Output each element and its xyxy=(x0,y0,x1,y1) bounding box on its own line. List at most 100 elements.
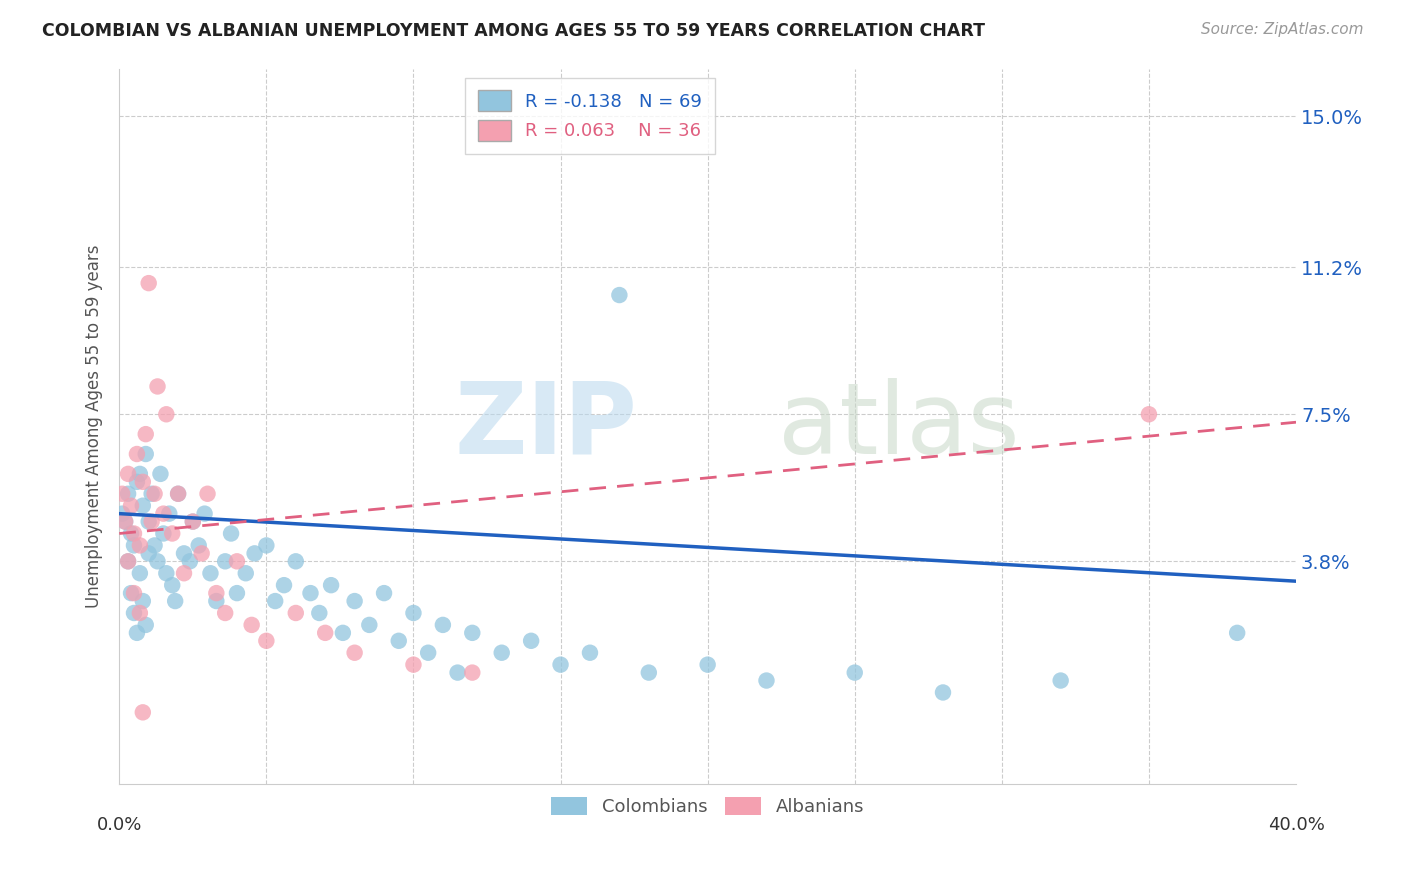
Point xyxy=(141,487,163,501)
Point xyxy=(609,288,631,302)
Point xyxy=(205,594,228,608)
Point xyxy=(152,507,174,521)
Point xyxy=(125,475,148,489)
Point xyxy=(132,475,155,489)
Point xyxy=(332,625,354,640)
Point xyxy=(155,566,177,581)
Point xyxy=(132,499,155,513)
Point xyxy=(135,427,157,442)
Point xyxy=(165,594,187,608)
Point xyxy=(254,538,277,552)
Point xyxy=(181,515,204,529)
Point xyxy=(187,538,209,552)
Point xyxy=(173,566,195,581)
Point xyxy=(226,586,249,600)
Point xyxy=(132,594,155,608)
Point xyxy=(128,538,150,552)
Point xyxy=(125,447,148,461)
Point xyxy=(167,487,190,501)
Text: COLOMBIAN VS ALBANIAN UNEMPLOYMENT AMONG AGES 55 TO 59 YEARS CORRELATION CHART: COLOMBIAN VS ALBANIAN UNEMPLOYMENT AMONG… xyxy=(42,22,986,40)
Point xyxy=(219,526,242,541)
Point xyxy=(550,657,572,672)
Point xyxy=(190,546,212,560)
Point xyxy=(402,657,425,672)
Point xyxy=(138,515,160,529)
Point xyxy=(491,646,513,660)
Point xyxy=(138,276,160,290)
Point xyxy=(122,538,145,552)
Point xyxy=(173,546,195,560)
Point xyxy=(1049,673,1071,688)
Point xyxy=(138,546,160,560)
Point xyxy=(308,606,330,620)
Point xyxy=(214,606,236,620)
Text: 40.0%: 40.0% xyxy=(1268,815,1324,834)
Point xyxy=(402,606,425,620)
Point xyxy=(122,606,145,620)
Point xyxy=(461,625,484,640)
Point xyxy=(181,515,204,529)
Point xyxy=(146,379,169,393)
Point xyxy=(120,499,142,513)
Point xyxy=(284,606,307,620)
Point xyxy=(343,594,366,608)
Point xyxy=(314,625,336,640)
Point xyxy=(844,665,866,680)
Point xyxy=(146,554,169,568)
Point xyxy=(235,566,257,581)
Point xyxy=(284,554,307,568)
Text: atlas: atlas xyxy=(779,377,1019,475)
Point xyxy=(299,586,322,600)
Point xyxy=(194,507,217,521)
Point xyxy=(359,618,381,632)
Point xyxy=(243,546,266,560)
Point xyxy=(128,467,150,481)
Point xyxy=(157,507,180,521)
Point xyxy=(117,554,139,568)
Point xyxy=(373,586,395,600)
Point xyxy=(520,633,543,648)
Point xyxy=(143,538,166,552)
Point xyxy=(120,526,142,541)
Point xyxy=(214,554,236,568)
Point xyxy=(179,554,201,568)
Point xyxy=(132,706,155,720)
Point xyxy=(637,665,659,680)
Point xyxy=(152,526,174,541)
Point xyxy=(446,665,468,680)
Point xyxy=(264,594,287,608)
Point xyxy=(432,618,454,632)
Point xyxy=(122,586,145,600)
Point xyxy=(254,633,277,648)
Point xyxy=(1226,625,1249,640)
Point xyxy=(117,554,139,568)
Point xyxy=(117,467,139,481)
Point xyxy=(125,625,148,640)
Point xyxy=(461,665,484,680)
Point xyxy=(1137,407,1160,421)
Point xyxy=(122,526,145,541)
Point xyxy=(117,487,139,501)
Point xyxy=(167,487,190,501)
Point xyxy=(932,685,955,699)
Point xyxy=(143,487,166,501)
Y-axis label: Unemployment Among Ages 55 to 59 years: Unemployment Among Ages 55 to 59 years xyxy=(86,244,103,608)
Point xyxy=(155,407,177,421)
Point xyxy=(205,586,228,600)
Point xyxy=(149,467,172,481)
Point xyxy=(120,586,142,600)
Point xyxy=(114,515,136,529)
Point xyxy=(755,673,778,688)
Text: Source: ZipAtlas.com: Source: ZipAtlas.com xyxy=(1201,22,1364,37)
Point xyxy=(128,566,150,581)
Point xyxy=(388,633,411,648)
Point xyxy=(273,578,295,592)
Text: ZIP: ZIP xyxy=(454,377,637,475)
Point xyxy=(579,646,602,660)
Legend: Colombians, Albanians: Colombians, Albanians xyxy=(541,788,873,825)
Point xyxy=(135,447,157,461)
Point xyxy=(240,618,263,632)
Text: 0.0%: 0.0% xyxy=(97,815,142,834)
Point xyxy=(319,578,342,592)
Point xyxy=(111,487,134,501)
